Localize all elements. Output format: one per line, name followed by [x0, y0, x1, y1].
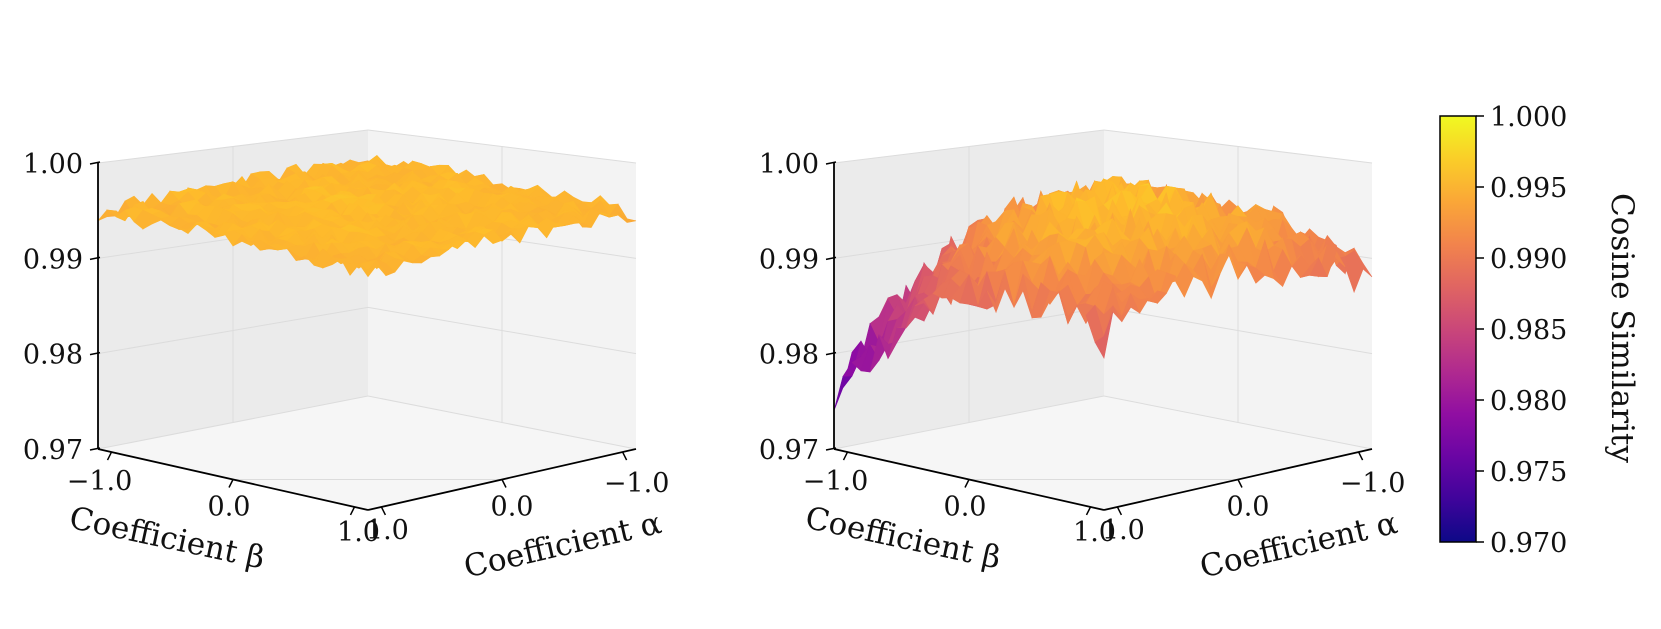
z-tick-label: 0.98	[759, 340, 819, 371]
alpha-tick-label: 0.0	[1227, 492, 1270, 523]
alpha-tick-label: 0.0	[491, 492, 534, 523]
colorbar-tick-label: 0.985	[1490, 315, 1567, 346]
alpha-tick	[621, 451, 628, 461]
beta-tick	[349, 506, 356, 516]
alpha-tick-label: 1.0	[1102, 515, 1145, 546]
z-tick-label: 0.99	[23, 244, 83, 275]
z-tick-label: 1.00	[23, 149, 83, 180]
alpha-tick	[1237, 479, 1243, 488]
floor-pane	[98, 396, 636, 510]
beta-tick	[228, 479, 234, 488]
beta-tick-label: 0.0	[208, 492, 251, 523]
beta-tick	[964, 479, 970, 488]
colorbar-label: Cosine Similarity	[1604, 193, 1640, 463]
alpha-tick-label: −1.0	[604, 468, 670, 499]
alpha-tick	[501, 479, 507, 488]
alpha-tick-label: −1.0	[1340, 468, 1406, 499]
surface-facet	[358, 263, 378, 278]
beta-tick	[106, 451, 113, 461]
floor-pane	[834, 396, 1372, 510]
z-tick	[89, 256, 101, 261]
z-tick	[825, 447, 837, 451]
z-tick-label: 0.97	[23, 435, 83, 466]
beta-tick	[842, 451, 849, 461]
z-tick	[825, 161, 837, 165]
beta-tick-label: −1.0	[67, 466, 133, 497]
alpha-tick	[380, 506, 387, 516]
z-tick-label: 0.99	[759, 244, 819, 275]
beta-tick-label: 1.0	[337, 517, 380, 548]
surface	[833, 176, 1373, 411]
alpha-tick-label: 1.0	[366, 515, 409, 546]
z-tick-label: 0.98	[23, 340, 83, 371]
colorbar-tick-label: 0.970	[1490, 528, 1567, 559]
beta-tick-label: −1.0	[803, 466, 869, 497]
z-tick	[89, 161, 101, 165]
colorbar-tick-label: 0.990	[1490, 244, 1567, 275]
colorbar: 1.000 0.995 0.990 0.985 0.980 0.975 0.970 Cosi…	[1439, 102, 1640, 559]
colorbar-tick-label: 1.000	[1490, 102, 1567, 133]
colorbar-tick-label: 0.980	[1490, 386, 1567, 417]
colorbar-tick-label: 0.975	[1490, 457, 1567, 488]
beta-tick	[1085, 506, 1092, 516]
z-tick	[89, 447, 101, 451]
alpha-tick	[1116, 506, 1123, 516]
beta-tick-label: 1.0	[1073, 517, 1116, 548]
z-tick-label: 1.00	[759, 149, 819, 180]
colorbar-gradient	[1439, 115, 1477, 543]
colorbar-tick-label: 0.995	[1490, 173, 1567, 204]
z-tick	[89, 351, 101, 356]
beta-tick-label: 0.0	[944, 492, 987, 523]
right-surface-plot: 0.970.980.991.00−1.00.01.0−1.00.01.0Coef…	[759, 129, 1406, 585]
surface-facet	[1094, 311, 1114, 360]
z-tick	[825, 256, 837, 261]
colorbar-ticks: 1.000 0.995 0.990 0.985 0.980 0.975 0.970	[1476, 102, 1567, 559]
surface	[97, 155, 637, 278]
alpha-tick	[1357, 451, 1364, 461]
z-tick	[825, 351, 837, 356]
left-surface-plot: 0.970.980.991.00−1.00.01.0−1.00.01.0Coef…	[23, 129, 670, 585]
z-tick-label: 0.97	[759, 435, 819, 466]
